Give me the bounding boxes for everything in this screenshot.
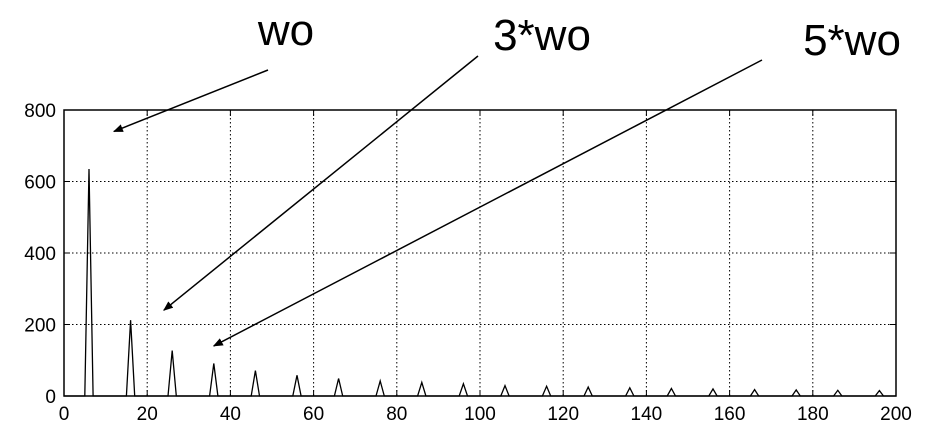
x-tick-label: 0: [59, 404, 70, 425]
grid: [64, 110, 896, 396]
axis-ticks: 0 20 40 60 80 100 120 140 160 180 200 0 200 400 600 800: [24, 101, 912, 425]
x-tick-label: 160: [714, 404, 746, 425]
annotation-label: wo: [257, 6, 314, 55]
annotation-arrow: [112, 69, 269, 133]
annotations: wo 3*wo 5*wo: [112, 6, 901, 347]
annotation-label: 3*wo: [493, 11, 591, 60]
annotation-label: 5*wo: [803, 16, 901, 65]
y-tick-label: 600: [24, 173, 56, 194]
x-tick-label: 20: [137, 404, 158, 425]
y-tick-label: 200: [24, 316, 56, 337]
y-tick-label: 800: [24, 101, 56, 122]
annotation-arrow: [212, 59, 763, 347]
annotation-arrow: [163, 55, 479, 311]
x-tick-label: 60: [303, 404, 324, 425]
x-tick-label: 180: [797, 404, 829, 425]
y-tick-label: 400: [24, 244, 56, 265]
x-tick-label: 200: [880, 404, 912, 425]
x-tick-label: 120: [547, 404, 579, 425]
x-tick-label: 80: [386, 404, 407, 425]
y-tick-label: 0: [45, 387, 56, 408]
x-tick-label: 100: [464, 404, 496, 425]
x-tick-label: 40: [220, 404, 241, 425]
x-tick-label: 140: [631, 404, 663, 425]
